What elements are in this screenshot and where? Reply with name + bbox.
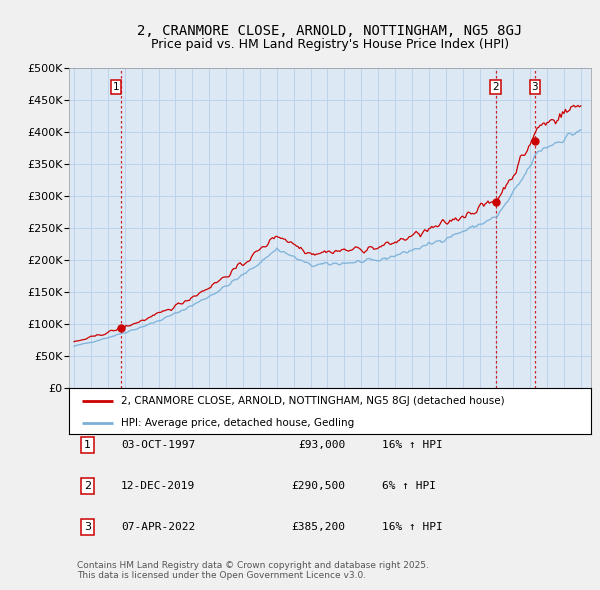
Text: 16% ↑ HPI: 16% ↑ HPI: [382, 522, 443, 532]
Text: Price paid vs. HM Land Registry's House Price Index (HPI): Price paid vs. HM Land Registry's House …: [151, 38, 509, 51]
Text: HPI: Average price, detached house, Gedling: HPI: Average price, detached house, Gedl…: [121, 418, 355, 428]
Text: 3: 3: [532, 82, 538, 92]
Text: 07-APR-2022: 07-APR-2022: [121, 522, 196, 532]
Text: 6% ↑ HPI: 6% ↑ HPI: [382, 481, 436, 491]
Text: 2: 2: [492, 82, 499, 92]
Text: 03-OCT-1997: 03-OCT-1997: [121, 440, 196, 450]
Text: 1: 1: [113, 82, 119, 92]
Text: 2: 2: [84, 481, 91, 491]
Text: £290,500: £290,500: [292, 481, 346, 491]
Text: 1: 1: [84, 440, 91, 450]
Text: £385,200: £385,200: [292, 522, 346, 532]
Text: 3: 3: [84, 522, 91, 532]
Text: £93,000: £93,000: [298, 440, 346, 450]
Text: 2, CRANMORE CLOSE, ARNOLD, NOTTINGHAM, NG5 8GJ (detached house): 2, CRANMORE CLOSE, ARNOLD, NOTTINGHAM, N…: [121, 396, 505, 406]
Text: 2, CRANMORE CLOSE, ARNOLD, NOTTINGHAM, NG5 8GJ: 2, CRANMORE CLOSE, ARNOLD, NOTTINGHAM, N…: [137, 24, 523, 38]
Text: 12-DEC-2019: 12-DEC-2019: [121, 481, 196, 491]
Text: 16% ↑ HPI: 16% ↑ HPI: [382, 440, 443, 450]
Text: Contains HM Land Registry data © Crown copyright and database right 2025.
This d: Contains HM Land Registry data © Crown c…: [77, 560, 429, 580]
